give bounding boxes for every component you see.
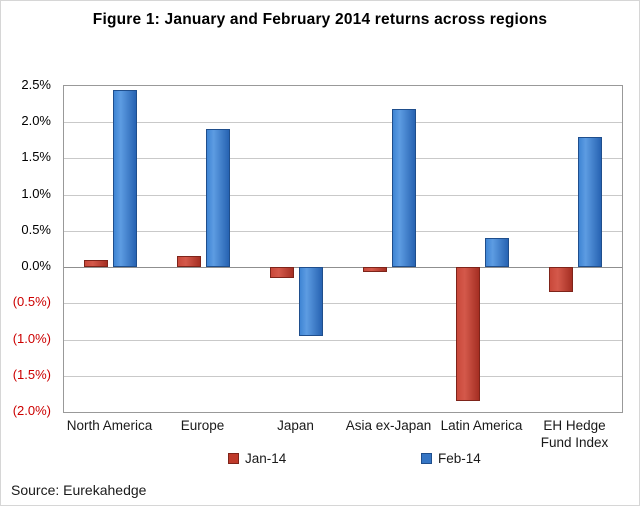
y-tick-label: (0.5%) [12,294,51,309]
legend: Jan-14 Feb-14 [1,451,639,469]
legend-swatch-jan-14 [228,453,239,464]
gridline [64,195,622,196]
legend-item-feb-14: Feb-14 [421,451,481,466]
bar-jan-14-latin-america [456,267,480,401]
source-text: Source: Eurekahedge [11,482,147,498]
bar-jan-14-japan [270,267,294,278]
legend-item-jan-14: Jan-14 [228,451,286,466]
y-tick-label: 1.0% [21,186,51,201]
gridline [64,231,622,232]
bar-feb-14-europe [206,129,230,267]
x-axis-label-latin-america: Latin America [440,418,523,433]
y-tick-label: 2.5% [21,77,51,92]
y-tick-label: 0.5% [21,222,51,237]
y-tick-label: 0.0% [21,258,51,273]
bar-feb-14-japan [299,267,323,336]
y-tick-label: (1.5%) [12,367,51,382]
zero-gridline [64,267,622,268]
legend-label-feb-14: Feb-14 [438,451,481,466]
gridline [64,303,622,304]
y-tick-label: (2.0%) [12,403,51,418]
y-axis: 2.5% 2.0% 1.5% 1.0% 0.5% 0.0% (0.5%) (1.0%) (1.5… [1,77,57,418]
bar-feb-14-asia-ex-japan [392,109,416,267]
bar-feb-14-eh-hedge-fund-index [578,137,602,267]
x-axis-label-asia-ex-japan: Asia ex-Japan [345,418,432,433]
bar-jan-14-europe [177,256,201,267]
gridline [64,158,622,159]
x-axis-label-eh-hedge-fund-index: EH Hedge Fund Index [540,418,609,450]
gridline [64,122,622,123]
x-axis-label-europe: Europe [180,418,225,433]
gridline [64,340,622,341]
bar-jan-14-asia-ex-japan [363,267,387,272]
legend-swatch-feb-14 [421,453,432,464]
plot-area [63,85,623,413]
chart-title: Figure 1: January and February 2014 retu… [92,11,548,28]
bar-feb-14-latin-america [485,238,509,267]
y-tick-label: 1.5% [21,149,51,164]
bar-jan-14-eh-hedge-fund-index [549,267,573,292]
gridline [64,376,622,377]
bar-jan-14-north-america [84,260,108,267]
x-axis-label-japan: Japan [277,418,314,433]
y-tick-label: (1.0%) [12,331,51,346]
y-tick-label: 2.0% [21,113,51,128]
legend-label-jan-14: Jan-14 [245,451,287,466]
x-axis-labels: North America Europe Japan Asia ex-Japan Lat… [63,418,621,452]
x-axis-label-north-america: North America [66,418,153,433]
bar-feb-14-north-america [113,90,137,267]
